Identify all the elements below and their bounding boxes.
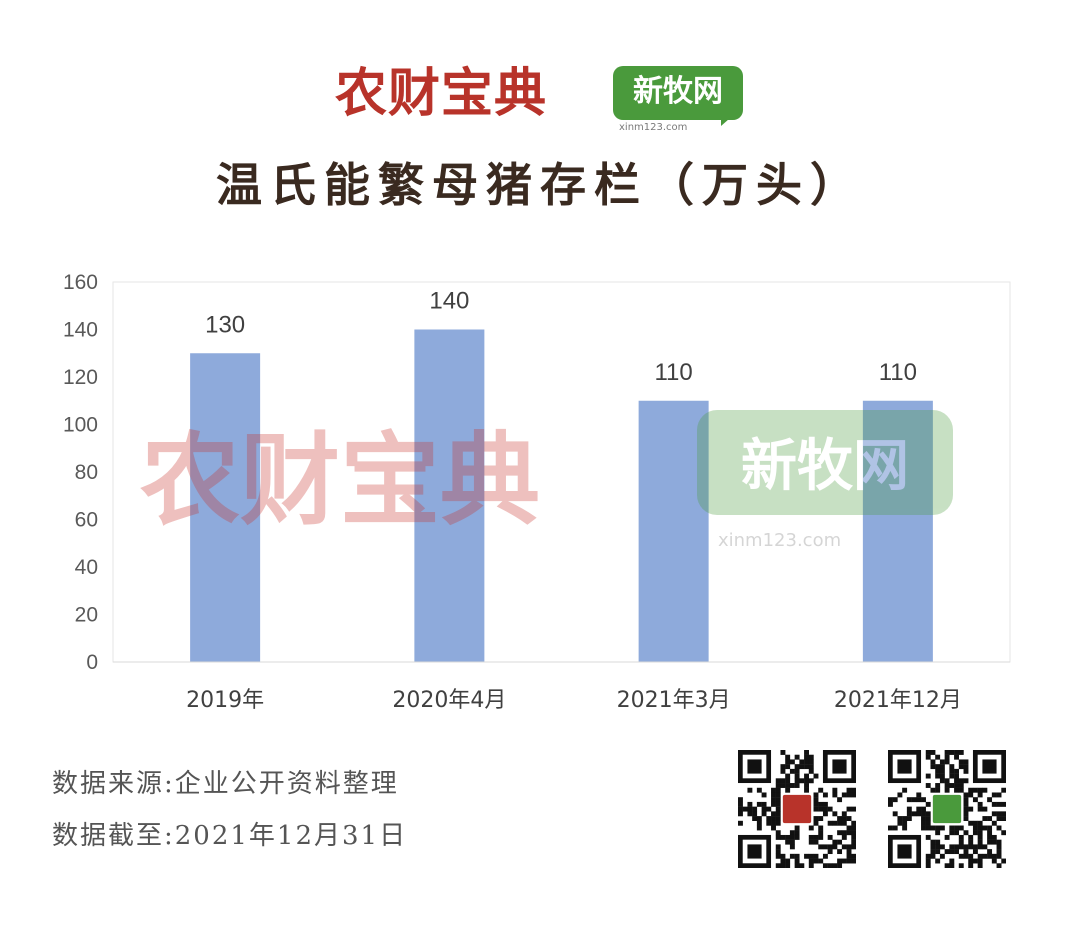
y-axis: 0 20 40 60 80 100 120 140 160 xyxy=(63,271,98,674)
x-category-label: 2021年3月 xyxy=(617,688,731,713)
logo-xinmu-bubble xyxy=(613,66,743,120)
y-tick-label: 60 xyxy=(75,509,98,532)
data-label: 110 xyxy=(879,359,917,386)
y-tick-label: 100 xyxy=(63,414,98,437)
y-tick-label: 0 xyxy=(86,651,98,674)
y-tick-label: 20 xyxy=(75,604,98,627)
data-source: 数据来源:企业公开资料整理 xyxy=(52,769,399,799)
data-label: 140 xyxy=(429,288,469,315)
y-tick-label: 140 xyxy=(63,319,98,342)
bar xyxy=(190,353,261,662)
y-tick-label: 80 xyxy=(75,461,98,484)
watermark-xinmu-bubble xyxy=(697,410,953,515)
qr-code-left xyxy=(738,750,856,868)
logo-xinmu: 新牧网 xinm123.com xyxy=(613,66,745,133)
y-tick-label: 120 xyxy=(63,366,98,389)
bar xyxy=(414,329,485,662)
bars xyxy=(190,329,933,662)
logo-ncbd: 农财宝典 xyxy=(335,64,548,124)
data-label: 130 xyxy=(205,311,245,338)
chart-title: 温氏能繁母猪存栏（万头） xyxy=(216,158,864,212)
data-cutoff: 数据截至:2021年12月31日 xyxy=(52,821,408,851)
x-category-label: 2020年4月 xyxy=(392,688,506,713)
bar-chart: 0 20 40 60 80 100 120 140 160 农财宝典 新牧网 xinm123.c… xyxy=(63,271,1011,713)
bar xyxy=(862,400,933,662)
watermark: 农财宝典 新牧网 xinm123.com xyxy=(140,410,953,551)
data-label: 110 xyxy=(654,359,692,386)
data-labels: 130 140 110 110 xyxy=(205,288,917,386)
watermark-xinmu-text: 新牧网 xyxy=(741,434,909,499)
logo-xinmu-url: xinm123.com xyxy=(619,122,688,133)
qr-code-right xyxy=(888,750,1006,868)
bar xyxy=(638,400,709,662)
logo-xinmu-text: 新牧网 xyxy=(633,74,723,109)
y-tick-label: 40 xyxy=(75,556,98,579)
logo-xinmu-tail xyxy=(721,112,737,126)
watermark-ncbd: 农财宝典 xyxy=(140,422,540,539)
watermark-xinmu-url: xinm123.com xyxy=(718,530,841,551)
x-category-label: 2019年 xyxy=(186,688,264,713)
y-tick-label: 160 xyxy=(63,271,98,294)
x-category-label: 2021年12月 xyxy=(834,688,962,713)
x-axis: 2019年 2020年4月 2021年3月 2021年12月 xyxy=(113,661,1010,713)
